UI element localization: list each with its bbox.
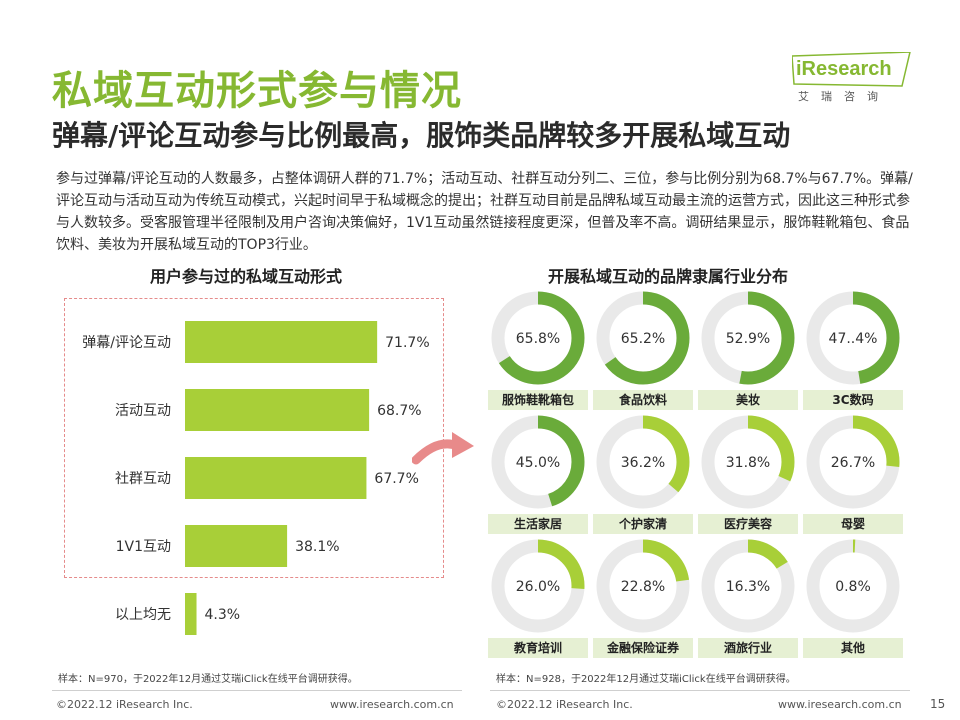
logo-flag-icon [792, 52, 911, 87]
donut-8: 26.0% [491, 539, 585, 633]
donut-slice [701, 415, 795, 509]
highlight-dashed-box [64, 298, 444, 578]
donut-value-label: 0.8% [835, 579, 871, 595]
donut-category-label: 3C数码 [803, 390, 903, 410]
right-source-note: 样本：N=928，于2022年12月通过艾瑞iClick在线平台调研获得。 [496, 674, 796, 685]
description-paragraph: 参与过弹幕/评论互动的人数最多，占整体调研人群的71.7%；活动互动、社群互动分… [56, 171, 913, 253]
donut-slice [596, 415, 690, 509]
donut-slice [596, 539, 690, 633]
footer-divider-right [490, 690, 910, 691]
bar-1 [185, 389, 370, 431]
bar-category-label: 活动互动 [115, 403, 171, 419]
donut-category-label: 酒旅行业 [698, 638, 798, 658]
page-number: 15 [930, 697, 946, 711]
donut-slice [701, 291, 795, 385]
footer-url-left: www.iresearch.com.cn [330, 698, 454, 711]
donut-value-label: 47..4% [829, 331, 878, 347]
donut-0: 65.8% [491, 291, 585, 385]
right-chart-title: 开展私域互动的品牌隶属行业分布 [548, 267, 789, 286]
bar-category-label: 弹幕/评论互动 [82, 335, 171, 351]
donut-category-label: 美妆 [698, 390, 798, 410]
page-subtitle: 弹幕/评论互动参与比例最高，服饰类品牌较多开展私域互动 [52, 119, 791, 152]
donut-category-label: 医疗美容 [698, 514, 798, 534]
donut-slice [491, 415, 585, 509]
donut-slice [491, 291, 585, 385]
donut-3: 47..4% [806, 291, 900, 385]
bar-4 [185, 593, 197, 635]
donut-value-label: 45.0% [516, 455, 560, 471]
bar-2 [185, 457, 367, 499]
donut-slice [806, 415, 900, 509]
donut-slice [806, 291, 900, 385]
donut-slice [806, 539, 900, 633]
donut-value-label: 22.8% [621, 579, 665, 595]
donut-2: 52.9% [701, 291, 795, 385]
left-chart-title: 用户参与过的私域互动形式 [150, 267, 343, 286]
donut-value-label: 26.7% [831, 455, 875, 471]
donut-4: 45.0% [491, 415, 585, 509]
donut-slice [596, 291, 690, 385]
donut-value-label: 65.2% [621, 331, 665, 347]
bar-value-label: 4.3% [205, 607, 241, 623]
logo-cn-text: 艾瑞咨询 [798, 90, 890, 103]
donut-category-label: 生活家居 [488, 514, 588, 534]
donut-value-label: 65.8% [516, 331, 560, 347]
donut-category-label: 金融保险证券 [593, 638, 693, 658]
bar-category-label: 以上均无 [115, 607, 171, 623]
donut-6: 31.8% [701, 415, 795, 509]
bar-0 [185, 321, 378, 363]
footer-copyright-right: ©2022.12 iResearch Inc. [496, 698, 633, 711]
donut-9: 22.8% [596, 539, 690, 633]
arrow-icon [412, 432, 474, 465]
iresearch-logo: iResearch 艾瑞咨询 [792, 52, 914, 108]
logo-brand-text: iResearch [796, 58, 892, 80]
bar-value-label: 71.7% [385, 335, 429, 351]
donut-value-label: 16.3% [726, 579, 770, 595]
donut-5: 36.2% [596, 415, 690, 509]
donut-value-label: 31.8% [726, 455, 770, 471]
bar-category-label: 1V1互动 [116, 539, 171, 555]
footer-copyright-left: ©2022.12 iResearch Inc. [56, 698, 193, 711]
donut-slice [491, 539, 585, 633]
bar-value-label: 67.7% [374, 471, 418, 487]
donut-value-label: 52.9% [726, 331, 770, 347]
page-title: 私域互动形式参与情况 [52, 68, 462, 114]
donut-10: 16.3% [701, 539, 795, 633]
donut-category-label: 个护家清 [593, 514, 693, 534]
donut-category-label: 服饰鞋靴箱包 [488, 390, 588, 410]
bar-category-label: 社群互动 [115, 471, 171, 487]
donut-1: 65.2% [596, 291, 690, 385]
donut-category-label: 母婴 [803, 514, 903, 534]
donut-slice [701, 539, 795, 633]
left-source-note: 样本：N=970，于2022年12月通过艾瑞iClick在线平台调研获得。 [58, 674, 358, 685]
donut-category-label: 其他 [803, 638, 903, 658]
donut-value-label: 36.2% [621, 455, 665, 471]
donut-7: 26.7% [806, 415, 900, 509]
donut-category-label: 教育培训 [488, 638, 588, 658]
bar-value-label: 68.7% [377, 403, 421, 419]
donut-11: 0.8% [806, 539, 900, 633]
donut-value-label: 26.0% [516, 579, 560, 595]
donut-category-label: 食品饮料 [593, 390, 693, 410]
footer-url-right: www.iresearch.com.cn [778, 698, 902, 711]
bar-3 [185, 525, 288, 567]
footer-divider-left [52, 690, 462, 691]
bar-value-label: 38.1% [295, 539, 339, 555]
